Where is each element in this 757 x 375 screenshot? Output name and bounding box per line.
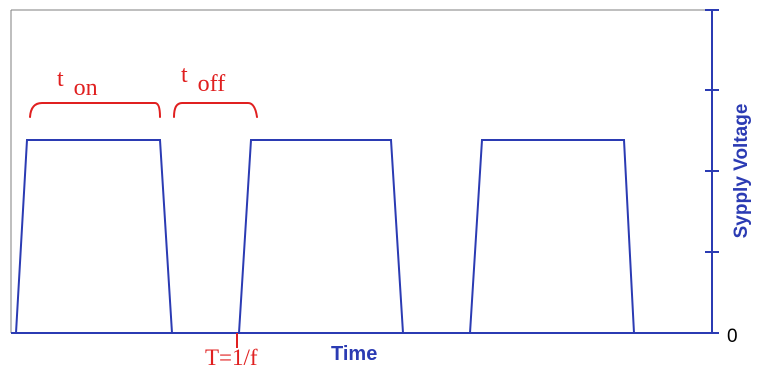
period-label: T=1/f <box>205 345 258 370</box>
t-on-brace <box>29 102 161 118</box>
t-on-label: t on <box>57 66 98 101</box>
t-off-main-text: t <box>181 62 188 88</box>
t-off-brace <box>173 102 258 118</box>
voltage-zero-label: 0 <box>727 326 738 347</box>
t-on-main-text: t <box>57 66 64 92</box>
time-axis-label: Time <box>331 343 377 365</box>
pulse-3 <box>469 139 635 334</box>
voltage-axis-label: Sypply Voltage <box>731 104 752 239</box>
pulse-2 <box>238 139 404 334</box>
t-off-subscript: off <box>198 71 226 97</box>
pulse-1 <box>15 139 173 334</box>
t-on-subscript: on <box>74 75 98 101</box>
t-off-label: t off <box>181 62 225 97</box>
